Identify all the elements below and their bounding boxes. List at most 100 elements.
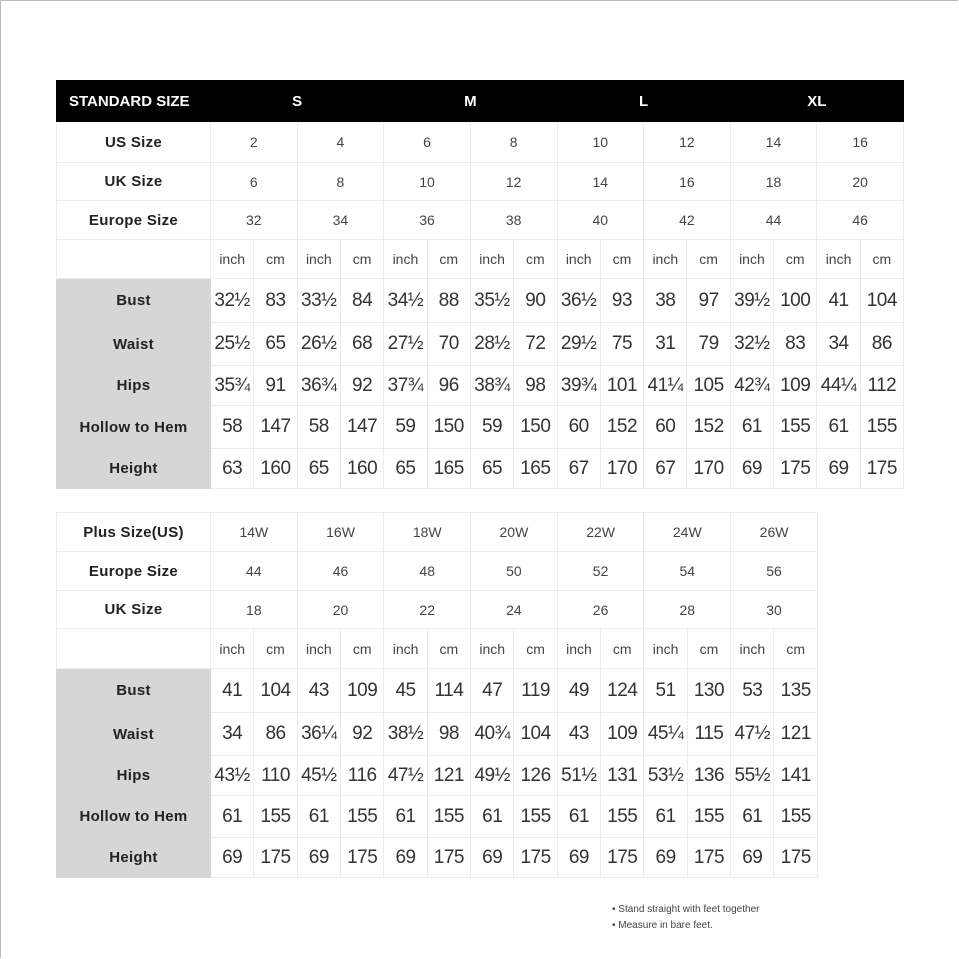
measurement-cell: 38½ <box>383 712 428 756</box>
size-cell: 10 <box>556 121 645 163</box>
unit-label: inch <box>556 239 601 279</box>
size-cell: 16W <box>296 512 385 552</box>
size-cell: 46 <box>816 200 904 240</box>
measurement-label: Hollow to Hem <box>56 795 211 838</box>
measurement-cell: 40¾ <box>470 712 515 756</box>
measurement-row: Waist 25½ 65 26½ 68 27½ 70 28½ 72 29½ 75 31 79 32½ 83 3… <box>56 322 905 366</box>
measurement-cell: 32½ <box>209 278 255 323</box>
measurement-label: Hips <box>56 755 211 796</box>
measurement-cell: 91 <box>253 365 298 406</box>
measurement-cell: 41 <box>209 668 255 713</box>
measurement-cell: 69 <box>209 837 255 878</box>
measurement-cell: 25½ <box>209 322 255 366</box>
measurement-cell: 93 <box>599 278 645 323</box>
measurement-cell: 29½ <box>556 322 601 366</box>
size-group-s: S <box>209 80 385 122</box>
measurement-cell: 98 <box>426 712 472 756</box>
measurement-label: Height <box>56 837 211 878</box>
measurement-cell: 61 <box>556 795 602 838</box>
size-group-xl: XL <box>729 80 905 122</box>
size-cell: 22W <box>556 512 645 552</box>
measurement-cell: 61 <box>383 795 428 838</box>
measurement-cell: 63 <box>209 448 255 489</box>
measurement-cell: 83 <box>773 322 818 366</box>
unit-row: inch cm inch cm inch cm inch cm inch cm inch cm inch… <box>56 239 905 279</box>
measurement-cell: 175 <box>686 837 732 878</box>
measurement-cell: 170 <box>599 448 645 489</box>
measurement-cell: 88 <box>426 278 471 323</box>
measurement-cell: 70 <box>426 322 471 366</box>
size-cell: 22 <box>383 590 472 629</box>
unit-label: inch <box>296 239 341 279</box>
measurement-label: Bust <box>56 278 211 323</box>
size-cell: 20 <box>296 590 385 629</box>
size-cell: 46 <box>296 551 385 591</box>
measurement-cell: 58 <box>209 405 255 449</box>
measurement-cell: 68 <box>339 322 385 366</box>
size-cell: 40 <box>556 200 645 240</box>
size-cell: 18 <box>729 162 818 201</box>
size-cell: 50 <box>470 551 558 591</box>
measurement-cell: 155 <box>773 405 818 449</box>
measurement-cell: 170 <box>686 448 731 489</box>
size-cell: 18W <box>383 512 472 552</box>
measurement-label: Hips <box>56 365 211 406</box>
measurement-cell: 152 <box>599 405 645 449</box>
measurement-cell: 115 <box>686 712 732 756</box>
measurement-cell: 92 <box>340 712 385 756</box>
measurement-cell: 98 <box>513 365 558 406</box>
size-row: Europe Size 44 46 48 50 52 54 56 <box>56 551 818 591</box>
size-row: Plus Size(US) 14W 16W 18W 20W 22W 24W 26W <box>56 512 818 552</box>
measurement-cell: 79 <box>686 322 731 366</box>
size-group-m: M <box>383 80 558 122</box>
measurement-cell: 155 <box>253 795 298 838</box>
measurement-cell: 69 <box>816 448 861 489</box>
measurement-cell: 31 <box>643 322 688 366</box>
measurement-cell: 109 <box>773 365 818 406</box>
measurement-cell: 45 <box>383 668 428 713</box>
measurement-cell: 105 <box>686 365 731 406</box>
measurement-cell: 150 <box>426 405 471 449</box>
unit-label: inch <box>556 628 602 669</box>
size-cell: 56 <box>730 551 818 591</box>
size-cell: 26 <box>556 590 645 629</box>
size-cell: 20W <box>470 512 558 552</box>
row-label: UK Size <box>56 590 211 629</box>
measurement-cell: 47 <box>470 668 515 713</box>
measurement-cell: 53 <box>730 668 775 713</box>
unit-row: inch cm inch cm inch cm inch cm inch cm inch cm inch… <box>56 628 818 669</box>
measurement-cell: 45½ <box>296 755 342 796</box>
unit-label: inch <box>643 628 688 669</box>
measurement-cell: 92 <box>339 365 385 406</box>
size-cell: 12 <box>469 162 558 201</box>
measurement-cell: 51 <box>643 668 688 713</box>
size-cell: 32 <box>210 200 298 240</box>
unit-label: inch <box>816 239 861 279</box>
measurement-cell: 49 <box>556 668 602 713</box>
measurement-cell: 104 <box>513 712 558 756</box>
measurement-cell: 155 <box>340 795 385 838</box>
measurement-row: Hollow to Hem 61 155 61 155 61 155 61 155 61 155 61… <box>56 795 818 838</box>
measurement-cell: 96 <box>426 365 471 406</box>
measurement-row: Bust 32½ 83 33½ 84 34½ 88 35½ 90 36½ 93 38 97 39½ 100 4… <box>56 278 905 323</box>
unit-label: cm <box>773 239 818 279</box>
size-cell: 16 <box>643 162 731 201</box>
measurement-label: Waist <box>56 712 211 756</box>
measurement-cell: 131 <box>600 755 645 796</box>
measurement-cell: 59 <box>383 405 428 449</box>
size-cell: 44 <box>729 200 818 240</box>
measurement-cell: 110 <box>253 755 298 796</box>
measurement-cell: 60 <box>556 405 601 449</box>
size-row: Europe Size 32 34 36 38 40 42 44 46 <box>56 200 904 240</box>
measurement-cell: 155 <box>859 405 905 449</box>
measurement-cell: 44¼ <box>816 365 861 406</box>
measurement-cell: 36¼ <box>296 712 342 756</box>
measurement-cell: 69 <box>296 837 342 878</box>
unit-label: cm <box>859 239 905 279</box>
unit-label: cm <box>426 628 472 669</box>
measurement-cell: 45¼ <box>643 712 688 756</box>
measurement-row: Hips 35¾ 91 36¾ 92 37¾ 96 38¾ 98 39¾ 101 41¼ 105 42¾ 1… <box>56 365 905 406</box>
measurement-cell: 155 <box>686 795 732 838</box>
measurement-cell: 119 <box>513 668 558 713</box>
unit-label: inch <box>209 239 255 279</box>
